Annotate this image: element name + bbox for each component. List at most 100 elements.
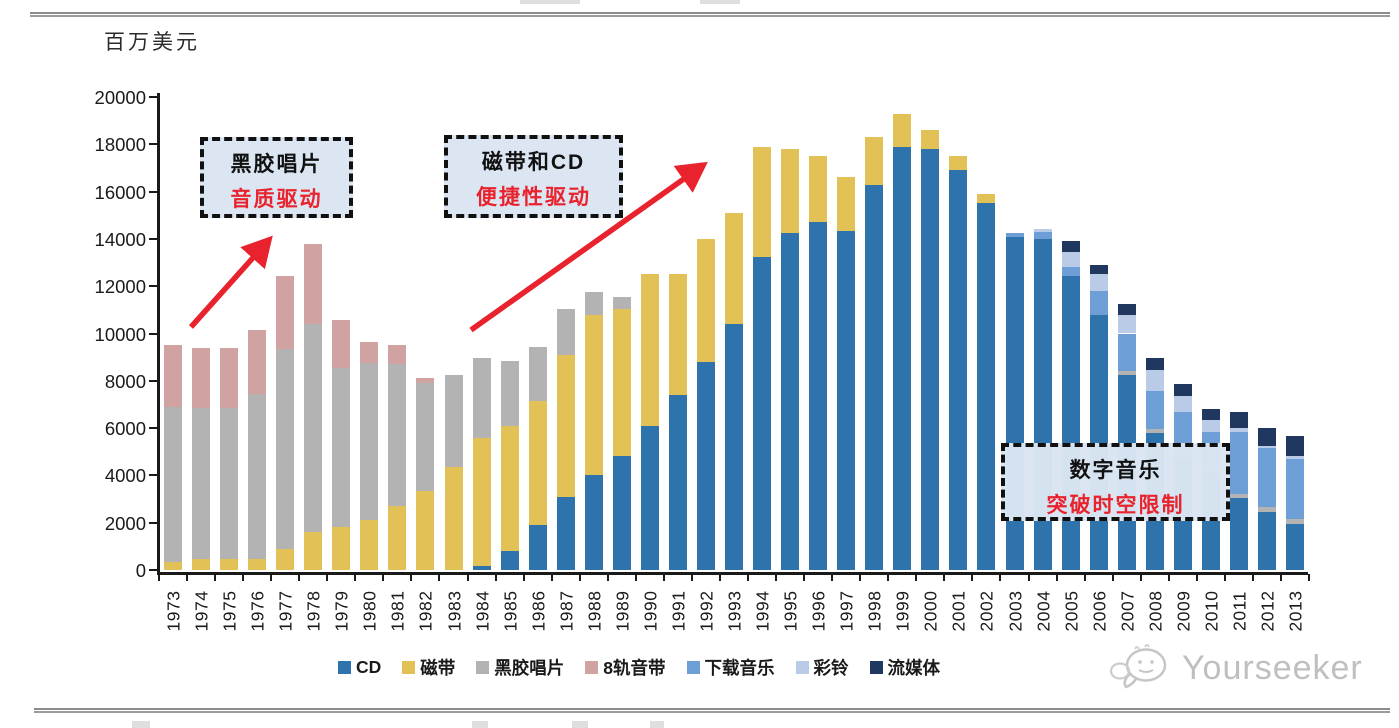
x-axis-tick xyxy=(1279,574,1282,581)
legend-item-CD: CD xyxy=(338,657,381,678)
x-axis-tick xyxy=(831,574,834,581)
callout-vinyl-subtitle: 音质驱动 xyxy=(230,188,323,211)
x-axis-year-label: 1982 xyxy=(415,590,436,632)
bar-segment-1982-黑胶唱片 xyxy=(416,383,435,491)
bar-segment-1991-CD xyxy=(668,394,687,570)
bar-segment-1973-黑胶唱片 xyxy=(164,406,182,562)
bar-segment-2005-流媒体 xyxy=(1061,241,1080,252)
bar-segment-1984-黑胶唱片 xyxy=(472,358,491,438)
x-axis-year-label: 2008 xyxy=(1145,590,1166,632)
x-axis-line xyxy=(157,572,1308,575)
bar-segment-2011-黑胶唱片 xyxy=(1229,494,1248,498)
x-axis-year-label: 1997 xyxy=(836,590,857,632)
bar-segment-2004-下载音乐 xyxy=(1033,231,1052,239)
callout-cd-title: 磁带和CD xyxy=(481,151,586,174)
bar-segment-1988-CD xyxy=(584,475,603,570)
x-axis-year-label: 1998 xyxy=(864,590,885,632)
watermark: Yourseeker xyxy=(1108,641,1363,695)
x-axis-tick xyxy=(915,574,918,581)
legend-swatch xyxy=(476,661,490,674)
legend-swatch xyxy=(795,661,809,674)
callout-digital-era: 数字音乐 突破时空限制 xyxy=(1001,443,1230,521)
x-axis-tick xyxy=(999,574,1002,581)
bar-segment-1988-黑胶唱片 xyxy=(584,292,603,315)
legend: CD 磁带 黑胶唱片 8轨音带 下载音乐 彩铃 流媒体 xyxy=(338,655,940,680)
x-axis-tick xyxy=(410,574,413,581)
x-axis-tick xyxy=(550,574,553,581)
top-divider-rule xyxy=(30,12,1390,17)
y-axis-tick xyxy=(149,427,158,430)
legend-label: 黑胶唱片 xyxy=(494,658,565,678)
bar-segment-2000-CD xyxy=(921,149,940,570)
bar-segment-1975-8轨音带 xyxy=(220,347,239,408)
bar-segment-2010-彩铃 xyxy=(1201,419,1220,432)
x-axis-year-label: 1984 xyxy=(472,590,493,632)
x-axis-year-label: 1987 xyxy=(556,590,577,632)
bar-segment-2009-流媒体 xyxy=(1173,384,1192,397)
cropped-text-remnant-top xyxy=(700,0,740,4)
y-axis-tick-label: 0 xyxy=(135,560,146,581)
bar-segment-1974-磁带 xyxy=(192,559,211,570)
bar-segment-1980-黑胶唱片 xyxy=(360,363,379,521)
x-axis-year-label: 2003 xyxy=(1005,590,1025,632)
x-axis-year-label: 2001 xyxy=(948,590,969,632)
x-axis-tick xyxy=(1308,574,1311,581)
bar-segment-1974-黑胶唱片 xyxy=(192,407,211,560)
bar-segment-1991-磁带 xyxy=(668,274,687,395)
x-axis-tick xyxy=(887,574,890,581)
bar-segment-2002-磁带 xyxy=(977,193,996,204)
bar-segment-1986-磁带 xyxy=(528,400,547,526)
x-axis-tick xyxy=(382,574,385,581)
x-axis-year-label: 2002 xyxy=(976,590,997,632)
bar-segment-2007-下载音乐 xyxy=(1117,333,1136,372)
bar-segment-2006-下载音乐 xyxy=(1089,290,1108,315)
y-axis-tick xyxy=(149,190,158,193)
bar-segment-1988-磁带 xyxy=(584,314,603,476)
x-axis-year-label: 2006 xyxy=(1089,590,1110,632)
y-axis-tick-label: 4000 xyxy=(104,465,146,487)
x-axis-year-label: 2013 xyxy=(1285,590,1306,632)
bar-segment-2011-下载音乐 xyxy=(1229,431,1248,495)
callout-digital-title: 数字音乐 xyxy=(1069,459,1162,482)
bar-segment-2006-彩铃 xyxy=(1089,274,1108,291)
y-axis-tick-label: 18000 xyxy=(94,134,146,156)
legend-label: CD xyxy=(356,657,382,677)
bar-segment-1977-黑胶唱片 xyxy=(276,348,295,549)
bar-segment-1973-磁带 xyxy=(164,561,182,570)
bar-segment-1994-CD xyxy=(753,256,772,570)
bar-segment-1986-CD xyxy=(528,525,547,570)
x-axis-year-label: 2007 xyxy=(1117,590,1138,632)
bar-segment-1985-黑胶唱片 xyxy=(500,361,519,427)
bar-segment-1975-黑胶唱片 xyxy=(220,407,239,560)
bar-segment-2005-彩铃 xyxy=(1061,251,1080,268)
x-axis-tick xyxy=(1167,574,1170,581)
bar-segment-2004-彩铃 xyxy=(1033,229,1052,232)
bar-segment-1980-磁带 xyxy=(360,520,379,570)
y-axis-tick-label: 14000 xyxy=(94,228,146,250)
bar-segment-2011-流媒体 xyxy=(1229,411,1248,429)
x-axis-year-label: 1988 xyxy=(584,590,605,632)
bar-segment-1977-8轨音带 xyxy=(276,275,295,349)
x-axis-tick xyxy=(494,574,497,581)
bar-segment-1984-CD xyxy=(472,566,491,570)
bar-segment-1978-8轨音带 xyxy=(304,243,323,325)
x-axis-year-label: 2004 xyxy=(1033,590,1054,632)
bar-segment-1995-CD xyxy=(781,232,800,570)
bar-segment-1992-CD xyxy=(696,361,715,570)
bar-segment-1994-磁带 xyxy=(753,146,772,257)
callout-vinyl-era: 黑胶唱片 音质驱动 xyxy=(200,137,353,218)
bar-segment-2013-彩铃 xyxy=(1286,456,1304,459)
x-axis-year-label: 1980 xyxy=(359,590,380,632)
y-axis-tick xyxy=(149,569,158,571)
arrow-vinyl-era xyxy=(188,235,273,329)
bar-segment-2000-磁带 xyxy=(921,130,940,150)
bar-segment-1975-磁带 xyxy=(220,559,239,570)
y-axis-unit-label: 百万美元 xyxy=(104,31,200,54)
bar-segment-1982-磁带 xyxy=(416,490,435,570)
x-axis-year-label: 2000 xyxy=(920,590,941,632)
bar-segment-1982-8轨音带 xyxy=(416,378,435,384)
bar-segment-2008-彩铃 xyxy=(1145,370,1164,392)
x-axis-tick xyxy=(718,574,721,581)
y-axis-tick-label: 6000 xyxy=(104,418,146,440)
bar-segment-1980-8轨音带 xyxy=(360,341,379,364)
